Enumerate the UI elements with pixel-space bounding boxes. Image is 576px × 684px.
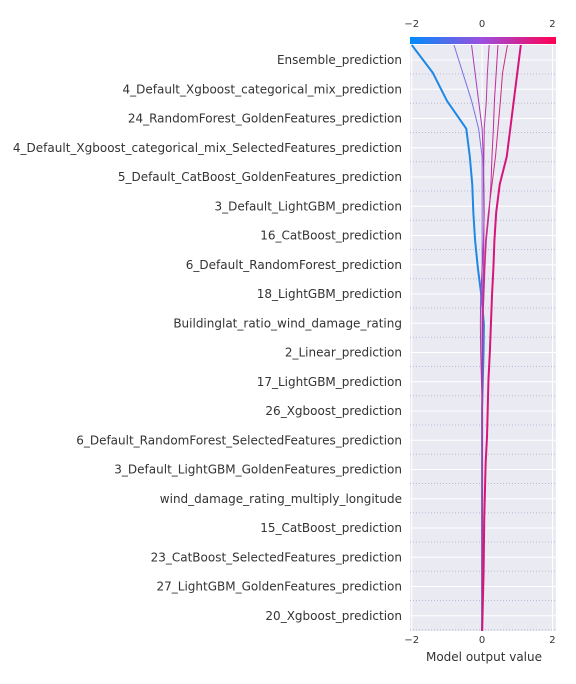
colorbar xyxy=(410,37,556,44)
bottom-axis-ticks: −2 0 2 xyxy=(404,635,555,646)
feature-label: 18_LightGBM_prediction xyxy=(257,287,402,301)
decision-lines xyxy=(410,44,522,632)
decision-line xyxy=(481,44,508,631)
feature-labels: Ensemble_prediction 4_Default_Xgboost_cat… xyxy=(13,53,402,623)
feature-label: 6_Default_RandomForest_prediction xyxy=(186,258,402,272)
feature-label: 27_LightGBM_GoldenFeatures_prediction xyxy=(157,580,402,594)
top-axis-ticks: −2 0 2 xyxy=(404,19,555,30)
feature-label: 4_Default_Xgboost_categorical_mix_predic… xyxy=(123,82,402,96)
bottom-tick-label: 2 xyxy=(549,635,555,646)
feature-label: 20_Xgboost_prediction xyxy=(265,609,402,623)
feature-label: 6_Default_RandomForest_SelectedFeatures_… xyxy=(76,433,402,447)
feature-label: 3_Default_LightGBM_prediction xyxy=(214,199,402,213)
feature-label: 2_Linear_prediction xyxy=(285,346,402,360)
decision-line xyxy=(481,44,522,632)
bottom-tick-label: 0 xyxy=(479,635,485,646)
feature-label: 26_Xgboost_prediction xyxy=(265,404,402,418)
top-tick-label: −2 xyxy=(404,19,419,30)
bottom-tick-label: −2 xyxy=(404,635,419,646)
feature-label: 24_RandomForest_GoldenFeatures_predictio… xyxy=(128,112,402,126)
feature-label: 3_Default_LightGBM_GoldenFeatures_predic… xyxy=(114,463,402,477)
top-tick-label: 2 xyxy=(549,19,555,30)
feature-label: 17_LightGBM_prediction xyxy=(257,375,402,389)
x-axis-label: Model output value xyxy=(426,650,542,664)
feature-label: Ensemble_prediction xyxy=(277,53,402,67)
feature-label: Buildinglat_ratio_wind_damage_rating xyxy=(173,316,402,330)
feature-label: 15_CatBoost_prediction xyxy=(260,521,402,535)
feature-label: 5_Default_CatBoost_GoldenFeatures_predic… xyxy=(118,170,402,184)
top-tick-label: 0 xyxy=(479,19,485,30)
feature-label: 4_Default_Xgboost_categorical_mix_Select… xyxy=(13,141,402,155)
feature-label: wind_damage_rating_multiply_longitude xyxy=(160,492,402,506)
feature-label: 23_CatBoost_SelectedFeatures_prediction xyxy=(151,550,402,564)
feature-label: 16_CatBoost_prediction xyxy=(260,229,402,243)
